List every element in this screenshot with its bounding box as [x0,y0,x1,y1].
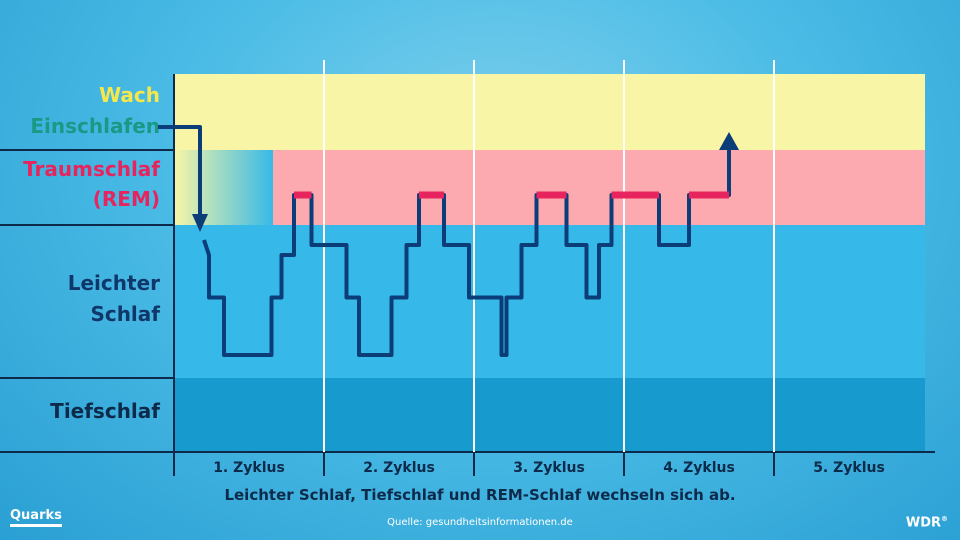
stage-label-3: (REM) [93,187,160,211]
falling-asleep-arrowhead [192,214,208,232]
band-leichter-schlaf [174,225,925,378]
band-einschlafen-fade [174,150,274,225]
stage-label-0: Wach [99,83,160,107]
hypnogram-curve [158,125,739,357]
wdr-logo-text: WDR [905,515,941,531]
cycle-label-2: 2. Zyklus [363,460,435,476]
band-rem [273,150,925,225]
cycle-label-3: 3. Zyklus [513,460,585,476]
cycle-labels: 1. Zyklus 2. Zyklus 3. Zyklus 4. Zyklus 5. Z… [213,460,885,476]
wdr-logo: WDR® [905,515,948,531]
waking-arrowhead [719,132,739,150]
falling-asleep-arrow-line [158,125,202,215]
cycle-separators [323,60,775,476]
cycle-label-4: 4. Zyklus [663,460,735,476]
stage-bands [174,74,925,452]
stage-label-5: Schlaf [90,302,160,326]
chart-caption: Leichter Schlaf, Tiefschlaf und REM-Schl… [224,486,736,504]
quarks-logo: Quarks [10,509,62,527]
stage-labels: Wach Einschlafen Traumschlaf (REM) Leichter S… [23,83,160,423]
stage-label-6: Tiefschlaf [50,399,160,423]
stage-label-2: Traumschlaf [23,157,160,181]
band-tiefschlaf [174,378,925,452]
hypnogram-line [202,150,731,357]
source-note: Quelle: gesundheitsinformationen.de [387,517,573,528]
cycle-label-5: 5. Zyklus [813,460,885,476]
cycle-label-1: 1. Zyklus [213,460,285,476]
band-wach [174,74,925,150]
axes [0,74,935,476]
stage-label-4: Leichter [68,271,160,295]
stage-label-1: Einschlafen [30,114,160,138]
